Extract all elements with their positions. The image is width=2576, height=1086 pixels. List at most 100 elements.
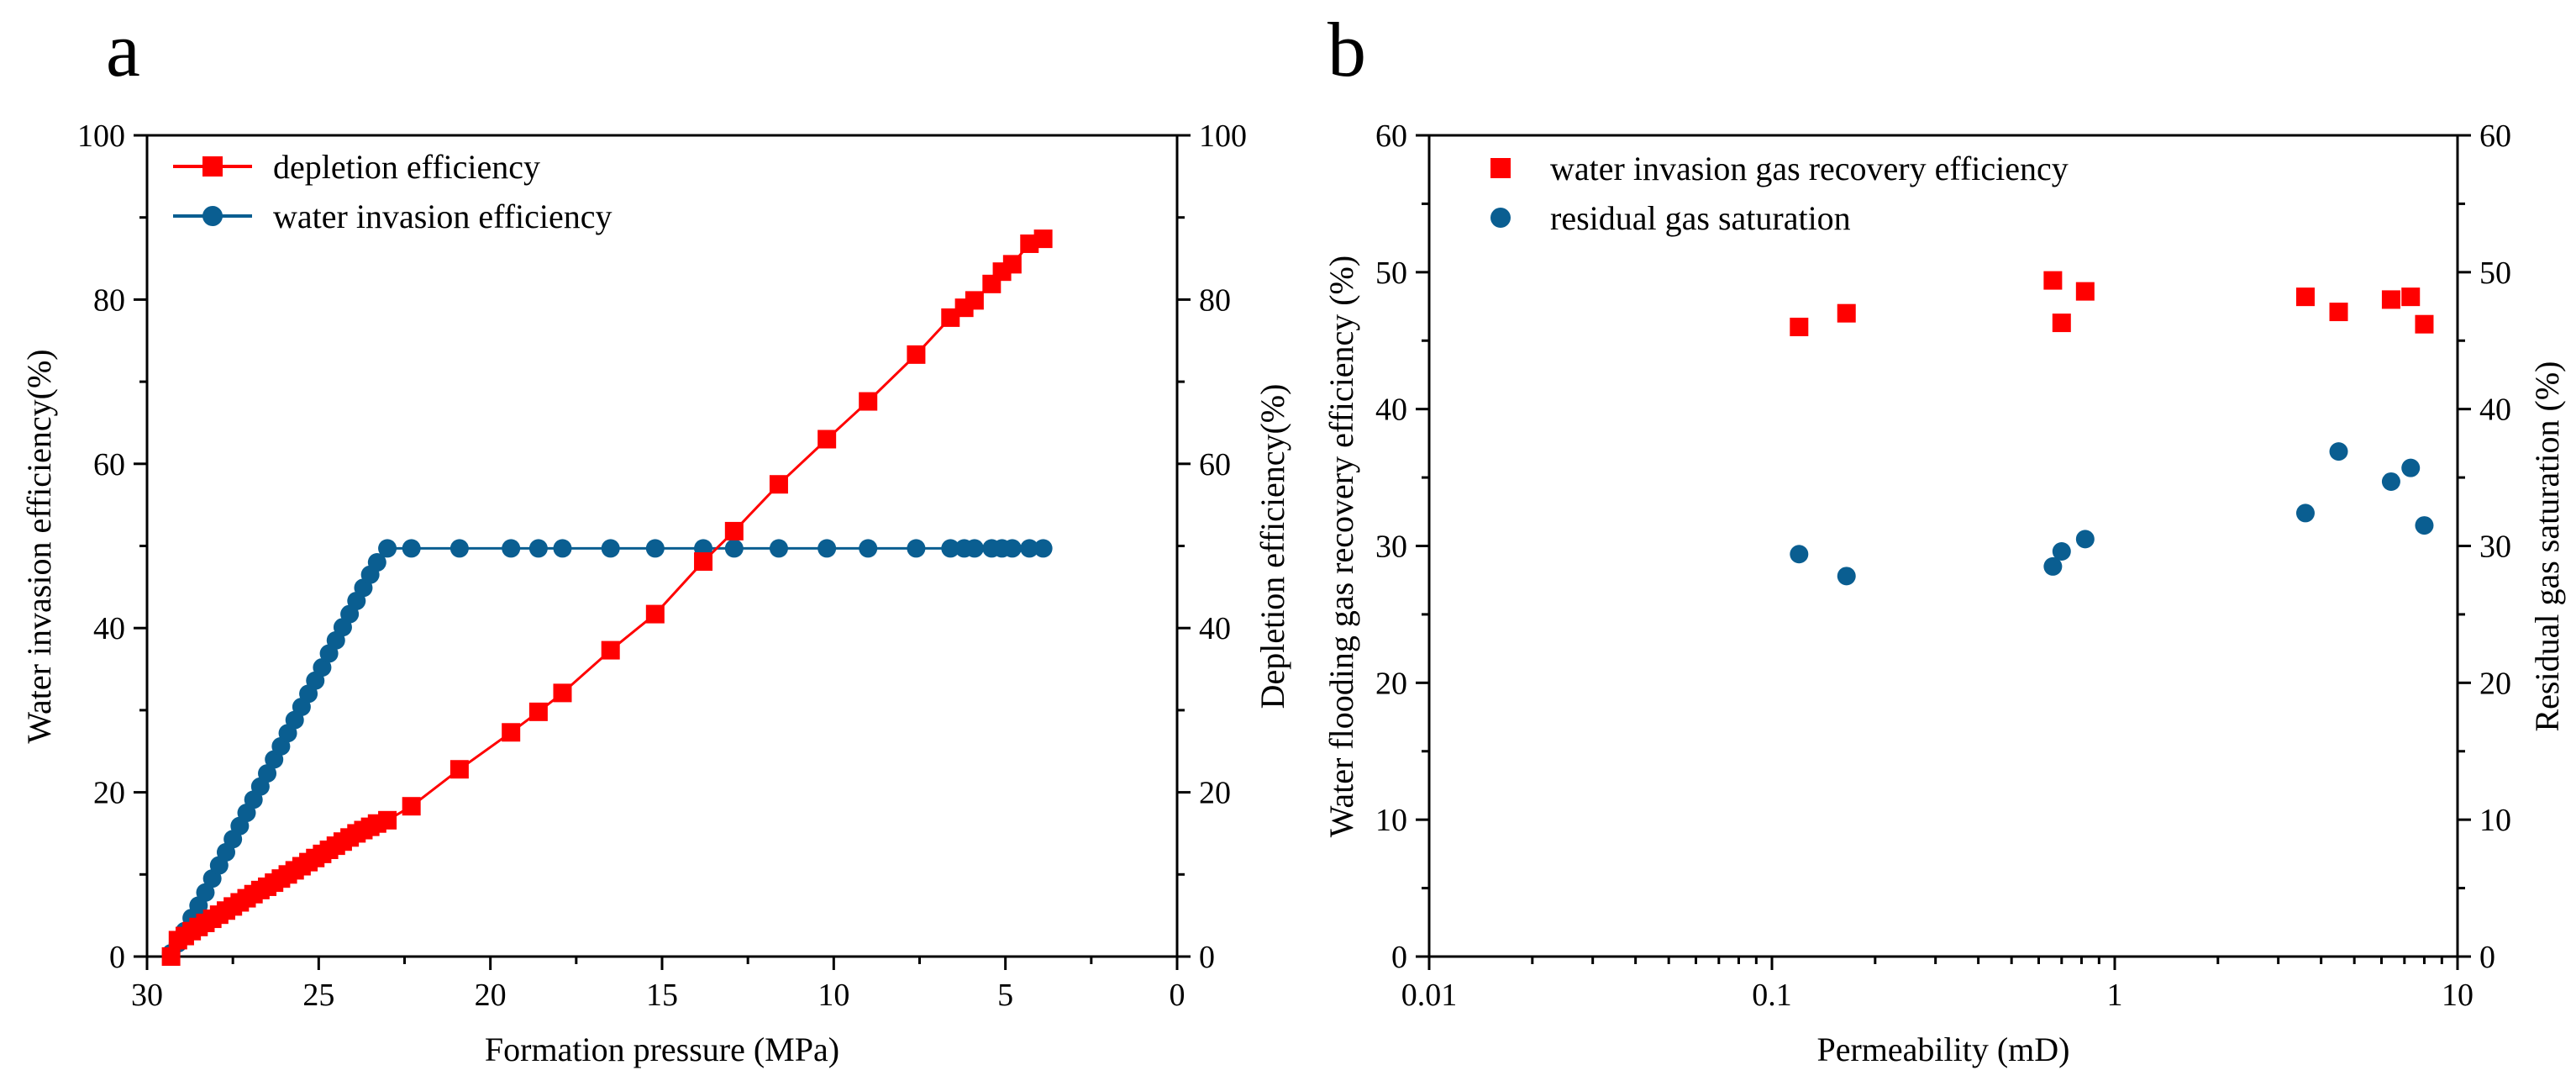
panel-b-y-right-tick-label: 10 bbox=[2479, 803, 2511, 838]
panel-b-series-markers bbox=[1790, 271, 2434, 586]
panel-b-y-left-tick-label: 30 bbox=[1375, 530, 1407, 565]
water-invasion-efficiency-point bbox=[907, 539, 926, 558]
legend-water-invasion-marker bbox=[202, 206, 223, 226]
depletion-efficiency-point bbox=[402, 797, 421, 816]
panel-a-y-left-tick-label: 0 bbox=[109, 940, 125, 975]
legend-depletion-marker bbox=[202, 156, 223, 177]
legend-recovery-marker bbox=[1490, 158, 1511, 178]
residual-gas-saturation-point bbox=[2329, 442, 2348, 461]
panel-a-x-tick-label: 15 bbox=[646, 978, 678, 1013]
residual-gas-saturation-point bbox=[2401, 458, 2421, 477]
panel-b-y-right-tick-label: 50 bbox=[2479, 256, 2511, 291]
depletion-efficiency-point bbox=[601, 641, 620, 660]
depletion-efficiency-point bbox=[528, 702, 548, 721]
panel-a-y-left-tick-label: 80 bbox=[93, 282, 125, 318]
water-invasion-efficiency-point bbox=[258, 764, 277, 783]
water-invasion-efficiency-point bbox=[724, 539, 744, 558]
panel-a-x-tick-label: 10 bbox=[817, 978, 849, 1013]
recovery-efficiency-point bbox=[2052, 314, 2071, 333]
depletion-efficiency-point bbox=[1002, 255, 1022, 274]
panel-b-x-axis-title: Permeability (mD) bbox=[1816, 1031, 2069, 1068]
legend-residual-marker bbox=[1490, 208, 1511, 228]
panel-b-y-right-tick-label: 40 bbox=[2479, 393, 2511, 428]
depletion-efficiency-point bbox=[1033, 229, 1053, 249]
panel-b-y-left-tick-label: 0 bbox=[1391, 940, 1407, 975]
recovery-efficiency-point bbox=[2295, 287, 2315, 307]
water-invasion-efficiency-point bbox=[859, 539, 878, 558]
panel-b-y-left-tick-label: 60 bbox=[1375, 119, 1407, 154]
water-invasion-efficiency-point bbox=[196, 883, 215, 902]
water-invasion-efficiency-point bbox=[941, 539, 960, 558]
panel-a-legend: depletion efficiency water invasion effi… bbox=[173, 148, 612, 235]
legend-residual-label: residual gas saturation bbox=[1550, 199, 1851, 237]
panel-b-x-tick-label: 0.1 bbox=[1752, 978, 1792, 1013]
panel-a-y-right-tick-label: 20 bbox=[1199, 776, 1231, 811]
panel-a-y-left-tick-label: 20 bbox=[93, 776, 125, 811]
water-invasion-efficiency-point bbox=[817, 539, 837, 558]
residual-gas-saturation-point bbox=[2295, 503, 2315, 523]
depletion-efficiency-point bbox=[645, 604, 665, 624]
panel-a-label: a bbox=[106, 7, 140, 92]
panel-b-x-tick-label: 1 bbox=[2107, 978, 2123, 1013]
panel-a-y-right-tick-label: 100 bbox=[1199, 119, 1247, 154]
water-invasion-efficiency-point bbox=[1002, 539, 1022, 558]
depletion-efficiency-point bbox=[502, 723, 521, 742]
panel-b-y-left-tick-label: 50 bbox=[1375, 256, 1407, 291]
panel-b-plot-frame bbox=[1427, 134, 2459, 958]
residual-gas-saturation-point bbox=[2075, 530, 2095, 549]
panel-b-y-left-tick-label: 10 bbox=[1375, 803, 1407, 838]
legend-depletion-label: depletion efficiency bbox=[273, 148, 540, 186]
depletion-efficiency-point bbox=[907, 345, 926, 364]
recovery-efficiency-point bbox=[2043, 271, 2063, 290]
recovery-efficiency-point bbox=[1837, 303, 1856, 323]
panel-b-y-left-tick-label: 20 bbox=[1375, 666, 1407, 701]
panel-a-x-tick-label: 5 bbox=[997, 978, 1013, 1013]
panel-a-y-right-tick-label: 60 bbox=[1199, 447, 1231, 482]
depletion-efficiency-point bbox=[161, 947, 181, 966]
panel-a-y-right-tick-label: 40 bbox=[1199, 611, 1231, 646]
recovery-efficiency-point bbox=[2329, 303, 2348, 322]
recovery-efficiency-point bbox=[2075, 282, 2095, 301]
depletion-efficiency-point bbox=[449, 760, 469, 779]
panel-b-y-right-tick-label: 30 bbox=[2479, 530, 2511, 565]
residual-gas-saturation-point bbox=[1790, 545, 1809, 564]
water-invasion-efficiency-point bbox=[502, 539, 521, 558]
water-invasion-efficiency-point bbox=[1033, 539, 1053, 558]
panel-a-y-left-tick-label: 40 bbox=[93, 611, 125, 646]
panel-a-y-left-tick-label: 60 bbox=[93, 447, 125, 482]
panel-a-x-tick-label: 30 bbox=[131, 978, 163, 1013]
water-invasion-efficiency-line bbox=[170, 546, 1044, 954]
residual-gas-saturation-point bbox=[2052, 542, 2071, 561]
water-invasion-efficiency-point bbox=[553, 539, 572, 558]
panel-b-y-right-title: Residual gas saturation (%) bbox=[2528, 361, 2566, 732]
legend-water-invasion-label: water invasion efficiency bbox=[273, 198, 612, 235]
panel-a-x-tick-label: 0 bbox=[1170, 978, 1185, 1013]
residual-gas-saturation-point bbox=[2043, 556, 2063, 576]
water-invasion-efficiency-point bbox=[402, 539, 421, 558]
depletion-efficiency-point bbox=[553, 683, 572, 703]
recovery-efficiency-point bbox=[1790, 317, 1809, 336]
depletion-efficiency-point bbox=[769, 475, 788, 494]
panel-b-y-right-tick-label: 60 bbox=[2479, 119, 2511, 154]
panel-a-x-tick-label: 25 bbox=[302, 978, 334, 1013]
water-invasion-efficiency-point bbox=[645, 539, 665, 558]
panel-b-y-right-tick-label: 0 bbox=[2479, 940, 2495, 975]
residual-gas-saturation-point bbox=[2381, 472, 2400, 491]
water-invasion-efficiency-point bbox=[449, 539, 469, 558]
water-invasion-efficiency-point bbox=[1020, 539, 1039, 558]
depletion-efficiency-point bbox=[724, 521, 744, 540]
water-invasion-efficiency-point bbox=[769, 539, 788, 558]
depletion-efficiency-point bbox=[378, 810, 397, 830]
residual-gas-saturation-point bbox=[1837, 567, 1856, 586]
depletion-efficiency-point bbox=[859, 392, 878, 411]
residual-gas-saturation-point bbox=[2415, 516, 2434, 535]
water-invasion-efficiency-point bbox=[367, 553, 386, 572]
recovery-efficiency-point bbox=[2401, 287, 2421, 307]
recovery-efficiency-point bbox=[2381, 290, 2400, 309]
panel-a-series-markers bbox=[161, 229, 1053, 966]
panel-b-y-right-tick-label: 20 bbox=[2479, 666, 2511, 701]
